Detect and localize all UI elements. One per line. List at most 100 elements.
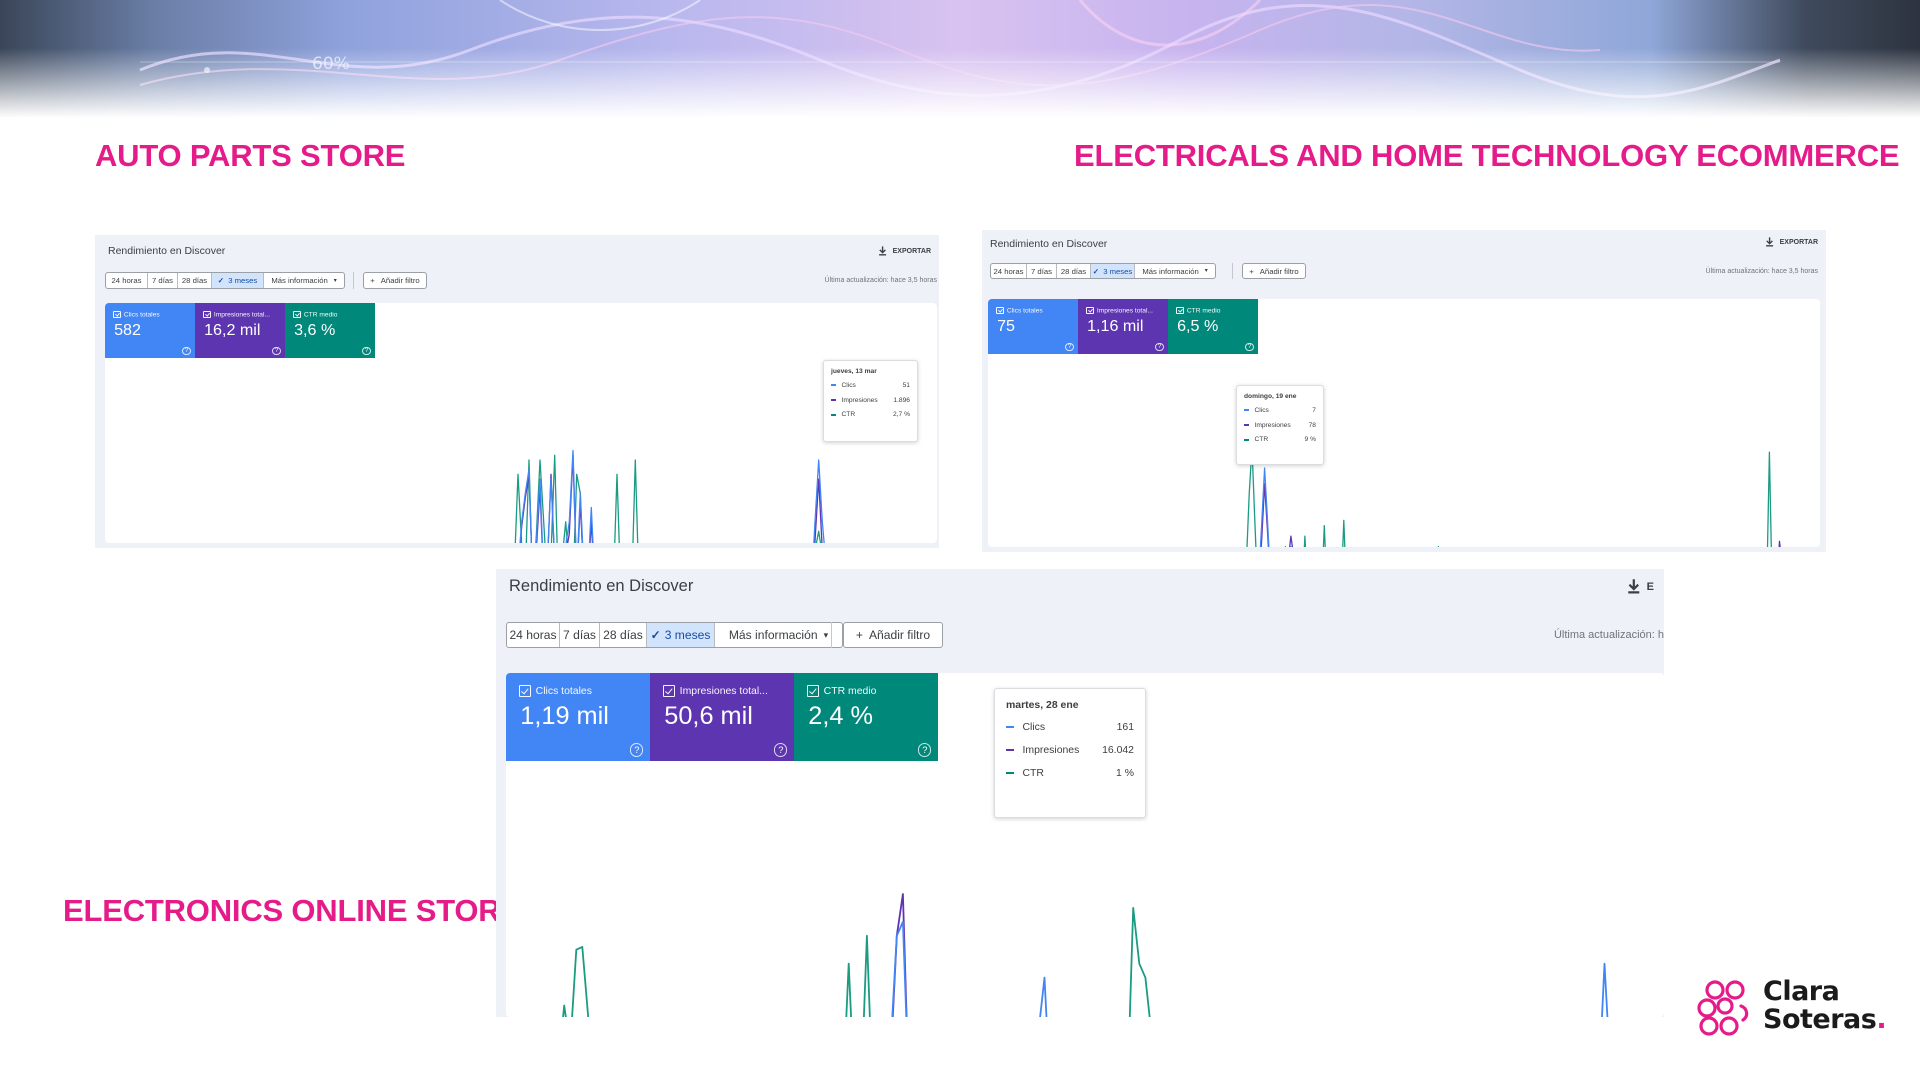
filter-chip-0[interactable]: 24 horas xyxy=(106,273,148,288)
metric-label-text: CTR medio xyxy=(823,685,877,697)
filter-chip-label: Más información xyxy=(1142,266,1199,276)
filter-chip-1[interactable]: 7 días xyxy=(1027,264,1057,278)
tooltip-row-label: Clics xyxy=(1022,722,1046,733)
tooltip-row-impresiones: Impresiones 1.896 xyxy=(831,397,910,406)
chart-tooltip: martes, 28 ene Clics 161 Impresiones 16.042 C… xyxy=(994,688,1146,818)
checkbox-icon xyxy=(807,685,820,698)
export-button[interactable]: E xyxy=(1625,577,1654,598)
panel-title: Rendimiento en Discover xyxy=(108,245,226,257)
line-chart xyxy=(1246,446,1781,547)
export-button[interactable]: EXPORTAR xyxy=(1764,236,1818,249)
tooltip-date: jueves, 13 mar xyxy=(831,368,877,375)
help-icon[interactable]: ? xyxy=(1155,342,1164,352)
series-line-ctr xyxy=(1246,446,1772,547)
filter-chip-label: 7 días xyxy=(563,628,596,642)
gsc-panel-auto-parts: Rendimiento en Discover EXPORTAR 24 horas 7… xyxy=(95,235,939,548)
filter-chip-0[interactable]: 24 horas xyxy=(507,623,560,647)
checkbox-icon xyxy=(293,310,302,319)
filter-chip-2[interactable]: 28 días xyxy=(178,273,212,288)
gsc-panel-electronics: Rendimiento en Discover E 24 horas 7 días 28… xyxy=(496,569,1664,1017)
export-label: E xyxy=(1646,581,1654,594)
help-icon[interactable]: ? xyxy=(630,743,644,757)
series-line-impresiones xyxy=(519,454,823,543)
legend-swatch xyxy=(1006,772,1014,775)
plus-icon: + xyxy=(370,276,375,285)
plus-icon: + xyxy=(1249,266,1254,276)
filter-chip-2[interactable]: 28 días xyxy=(600,623,647,647)
divider xyxy=(353,272,354,289)
tooltip-date: martes, 28 ene xyxy=(1006,700,1079,711)
metric-label: Clics totales xyxy=(519,685,592,698)
filter-chip-3[interactable]: ✓ 3 meses xyxy=(1091,264,1135,278)
metric-label: Clics totales xyxy=(113,310,160,319)
tooltip-row-impresiones: Impresiones 78 xyxy=(1244,422,1316,431)
filter-chip-label: 28 días xyxy=(603,628,643,642)
metric-card-0[interactable]: Clics totales 1,19 mil? xyxy=(506,673,650,761)
metric-label-text: CTR medio xyxy=(303,311,338,319)
metric-card-2[interactable]: CTR medio 6,5 %? xyxy=(1168,299,1258,354)
filter-chip-3[interactable]: ✓ 3 meses xyxy=(212,273,264,288)
banner-percent-label: 60% xyxy=(312,54,350,74)
legend-swatch xyxy=(1006,726,1014,729)
series-line-clics xyxy=(1259,467,1292,547)
metric-card-1[interactable]: Impresiones total... 1,16 mil? xyxy=(1078,299,1168,354)
filter-chip-4[interactable]: Más información ▾ xyxy=(1135,264,1215,278)
metric-card-0[interactable]: Clics totales 582? xyxy=(105,303,195,358)
check-icon: ✓ xyxy=(217,276,225,285)
tooltip-row-label: CTR xyxy=(1254,436,1269,444)
metric-label: Clics totales xyxy=(996,306,1043,315)
date-range-filter: 24 horas 7 días 28 días ✓ 3 meses Más informa… xyxy=(506,622,843,648)
metric-label: Impresiones total... xyxy=(663,685,768,698)
metric-card-1[interactable]: Impresiones total... 50,6 mil? xyxy=(650,673,794,761)
filter-chip-1[interactable]: 7 días xyxy=(148,273,178,288)
tooltip-row-impresiones: Impresiones 16.042 xyxy=(1006,745,1134,759)
metric-card-0[interactable]: Clics totales 75? xyxy=(988,299,1078,354)
metric-card-2[interactable]: CTR medio 2,4 %? xyxy=(794,673,938,761)
last-updated-text: Última actualización: hace 3,5 horas xyxy=(1705,268,1818,275)
series-line-ctr xyxy=(514,454,822,543)
metric-card-2[interactable]: CTR medio 3,6 %? xyxy=(285,303,375,358)
help-icon[interactable]: ? xyxy=(362,346,371,356)
line-chart xyxy=(514,449,825,543)
filter-chip-3[interactable]: ✓ 3 meses xyxy=(647,623,715,647)
metric-card-1[interactable]: Impresiones total... 16,2 mil? xyxy=(195,303,285,358)
metric-label-text: Clics totales xyxy=(123,311,160,319)
tooltip-row-ctr: CTR 9 % xyxy=(1244,436,1316,445)
help-icon[interactable]: ? xyxy=(182,346,191,356)
header-banner: 60% xyxy=(0,0,1920,118)
filter-chip-label: 7 días xyxy=(152,276,173,285)
tooltip-row-clics: Clics 161 xyxy=(1006,722,1134,736)
filter-chip-2[interactable]: 28 días xyxy=(1057,264,1091,278)
add-filter-button[interactable]: + Añadir filtro xyxy=(843,622,943,648)
filter-chip-4[interactable]: Más información ▾ xyxy=(715,623,842,647)
help-icon[interactable]: ? xyxy=(1245,342,1254,352)
check-icon: ✓ xyxy=(1092,266,1100,276)
tooltip-row-label: CTR xyxy=(1022,768,1044,780)
metric-value: 1,16 mil xyxy=(1087,317,1144,336)
tooltip-row-value: 7 xyxy=(1312,407,1316,414)
filter-chip-0[interactable]: 24 horas xyxy=(991,264,1027,278)
metric-value: 6,5 % xyxy=(1177,317,1219,336)
chevron-down-icon: ▾ xyxy=(1204,268,1208,274)
add-filter-button[interactable]: + Añadir filtro xyxy=(1242,263,1306,279)
filter-chip-1[interactable]: 7 días xyxy=(560,623,600,647)
section-title-electricals: ELECTRICALS AND HOME TECHNOLOGY ECOMMERC… xyxy=(1074,138,1900,173)
help-icon[interactable]: ? xyxy=(774,743,788,757)
add-filter-button[interactable]: + Añadir filtro xyxy=(363,272,427,289)
checkbox-icon xyxy=(663,685,676,698)
legend-swatch xyxy=(831,413,836,416)
help-icon[interactable]: ? xyxy=(272,346,281,356)
filter-chip-label: 3 meses xyxy=(228,276,258,285)
last-updated-text: Última actualización: hace 3,5 horas xyxy=(824,277,937,284)
tooltip-row-clics: Clics 7 xyxy=(1244,407,1316,416)
metric-label: CTR medio xyxy=(1176,306,1220,315)
checkbox-icon xyxy=(1086,306,1095,315)
metric-label: CTR medio xyxy=(807,685,877,698)
metric-label-text: Impresiones total... xyxy=(679,685,768,697)
help-icon[interactable]: ? xyxy=(918,743,932,757)
export-button[interactable]: EXPORTAR xyxy=(877,245,931,258)
chart-tooltip: jueves, 13 mar Clics 51 Impresiones 1.896 CTR… xyxy=(823,360,918,442)
filter-chip-4[interactable]: Más información ▾ xyxy=(264,273,344,288)
help-icon[interactable]: ? xyxy=(1065,342,1074,352)
